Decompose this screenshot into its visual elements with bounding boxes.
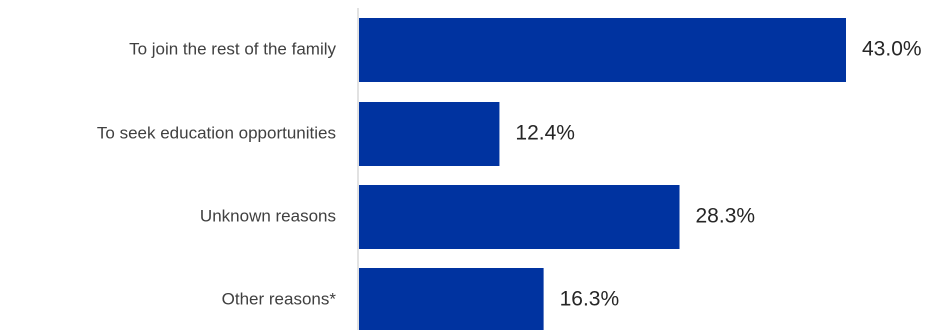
value-label-2: 28.3% bbox=[696, 205, 756, 228]
bar-0 bbox=[359, 18, 846, 82]
bar-3 bbox=[359, 268, 544, 330]
value-label-1: 12.4% bbox=[515, 122, 575, 145]
category-label-0: To join the rest of the family bbox=[129, 39, 336, 58]
value-labels: 43.0% 12.4% 28.3% 16.3% bbox=[515, 38, 921, 311]
bars-layer bbox=[359, 18, 846, 330]
category-labels: To join the rest of the family To seek ed… bbox=[97, 39, 337, 308]
category-label-3: Other reasons* bbox=[222, 289, 337, 308]
bar-2 bbox=[359, 185, 680, 249]
value-label-0: 43.0% bbox=[862, 38, 922, 61]
value-label-3: 16.3% bbox=[560, 288, 620, 311]
bar-1 bbox=[359, 102, 500, 166]
category-label-1: To seek education opportunities bbox=[97, 123, 336, 142]
category-label-2: Unknown reasons bbox=[200, 206, 336, 225]
